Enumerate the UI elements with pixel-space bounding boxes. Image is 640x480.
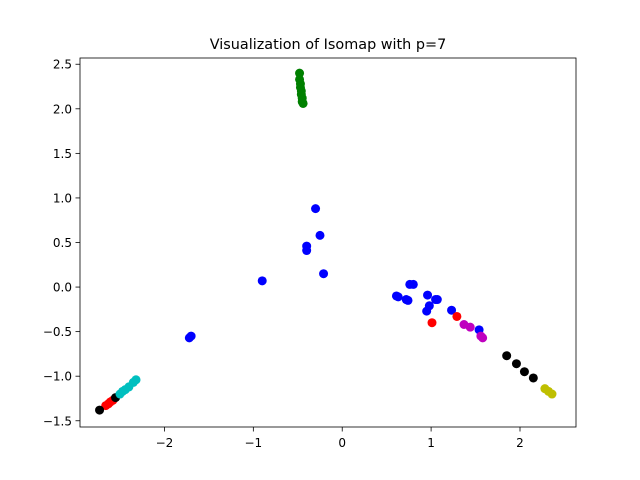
data-point [393,292,403,302]
plot-frame [79,57,577,428]
y-tick-label: 1.5 [53,147,72,161]
chart-title: Visualization of Isomap with p=7 [210,37,446,53]
y-tick-label: −0.5 [43,325,72,339]
data-point [422,306,432,316]
data-point [295,68,305,78]
data-point [115,389,125,399]
y-tick-label: −1.0 [43,370,72,384]
y-tick-label: 1.0 [53,191,72,205]
data-point [427,318,437,328]
data-point [95,405,105,415]
data-point [528,373,538,383]
data-point [447,305,457,315]
data-point [315,230,325,240]
data-point [298,98,308,108]
data-point [511,359,521,369]
data-point [408,279,418,289]
y-tick-label: 2.5 [53,58,72,72]
data-point [465,322,475,332]
y-tick-label: 0.0 [53,281,72,295]
data-point [478,333,488,343]
x-tick-label: −2 [156,436,174,450]
data-points [95,68,557,415]
data-point [311,204,321,214]
data-point [432,295,442,305]
data-point [257,276,267,286]
data-point [184,333,194,343]
x-axis-ticks: −2 −1 0 1 2 [156,427,524,450]
x-tick-label: 0 [338,436,346,450]
data-point [547,389,557,399]
x-tick-label: 2 [516,436,524,450]
data-point [403,295,413,305]
data-point [319,269,329,279]
x-tick-label: −1 [244,436,262,450]
y-tick-label: 0.5 [53,236,72,250]
data-point [423,290,433,300]
plot-area [80,58,576,427]
y-axis-ticks: −1.5 −1.0 −0.5 0.0 0.5 1.0 1.5 2.0 2.5 [43,58,80,428]
y-tick-label: 2.0 [53,102,72,116]
data-point [452,311,462,321]
data-point [502,351,512,361]
x-tick-label: 1 [427,436,435,450]
data-point [101,401,111,411]
data-point [519,367,529,377]
y-tick-label: −1.5 [43,414,72,428]
data-point [302,246,312,256]
